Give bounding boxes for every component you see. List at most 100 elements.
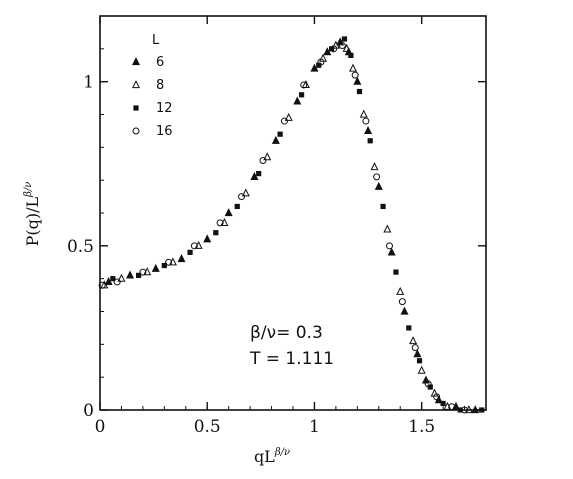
data-point-L6 xyxy=(126,270,135,279)
data-point-L8 xyxy=(430,388,439,397)
data-point-L6 xyxy=(471,405,480,414)
data-point-L16 xyxy=(300,81,308,89)
data-point-L12 xyxy=(298,92,305,98)
y-tick-label: 0 xyxy=(83,401,94,421)
data-point-L8 xyxy=(383,224,392,233)
x-tick-label: 1 xyxy=(309,417,320,437)
data-point-L16 xyxy=(165,258,173,266)
data-point-L6 xyxy=(177,254,186,263)
data-point-L8 xyxy=(319,53,328,62)
x-tick-label: 1.5 xyxy=(408,417,435,437)
data-point-L16 xyxy=(238,193,246,201)
y-tick-label: 0.5 xyxy=(67,237,94,257)
data-point-L12 xyxy=(161,262,167,269)
data-point-L12 xyxy=(341,36,348,42)
data-point-L12 xyxy=(136,272,142,278)
data-point-L12 xyxy=(367,138,373,144)
data-point-L12 xyxy=(380,203,386,210)
y-axis-title: P(q)/Lβ/ν xyxy=(23,182,42,247)
legend: L 6 8 12 16 xyxy=(131,33,173,139)
data-point-L8 xyxy=(331,40,340,49)
data-point-L16 xyxy=(113,278,121,286)
data-point-L6 xyxy=(400,306,409,315)
data-point-L12 xyxy=(393,269,399,275)
data-point-L6 xyxy=(293,96,302,105)
legend-label-L8: 8 xyxy=(156,78,164,93)
data-point-L16 xyxy=(317,58,325,66)
data-point-L6 xyxy=(336,37,345,46)
data-point-L12 xyxy=(110,276,116,282)
legend-label-L12: 12 xyxy=(156,101,173,116)
y-tick-label: 1 xyxy=(83,73,94,93)
legend-title: L xyxy=(152,33,160,48)
data-point-L16 xyxy=(424,380,432,388)
data-point-L16 xyxy=(461,406,469,414)
data-point-L6 xyxy=(387,247,396,256)
data-point-L12 xyxy=(406,325,412,331)
data-point-L16 xyxy=(338,42,346,50)
data-point-L8 xyxy=(263,152,272,161)
data-points xyxy=(98,36,485,414)
data-point-L6 xyxy=(421,375,430,384)
data-point-L16 xyxy=(373,173,381,181)
x-tick-label: 0.5 xyxy=(194,417,221,437)
annotation-beta-nu: β/ν= 0.3 xyxy=(250,323,323,343)
data-point-L16 xyxy=(398,298,406,306)
legend-label-L16: 16 xyxy=(156,124,173,139)
data-point-L12 xyxy=(457,407,463,413)
data-point-L8 xyxy=(349,63,358,72)
data-point-L16 xyxy=(98,281,106,289)
x-axis-ticks: 0 0.5 1 1.5 xyxy=(95,16,466,437)
x-tick-label: 0 xyxy=(95,417,106,437)
data-point-L8 xyxy=(396,286,405,295)
data-point-L6 xyxy=(310,63,319,72)
data-point-L6 xyxy=(203,234,212,243)
x-axis-title: qLβ/ν xyxy=(254,447,290,466)
annotation-temperature: T = 1.111 xyxy=(249,349,334,369)
data-point-L8 xyxy=(241,188,250,197)
data-point-L12 xyxy=(348,52,354,58)
y-axis-ticks: 00.51 xyxy=(67,48,486,421)
data-point-L6 xyxy=(353,76,362,85)
data-point-L12 xyxy=(213,230,219,236)
data-point-L6 xyxy=(104,277,113,286)
data-point-L6 xyxy=(271,135,280,144)
data-point-L16 xyxy=(259,156,267,164)
data-point-L16 xyxy=(362,117,370,125)
data-point-L12 xyxy=(316,62,322,68)
data-point-L8 xyxy=(284,112,293,121)
data-point-L8 xyxy=(417,365,426,374)
data-point-L6 xyxy=(374,181,383,190)
data-point-L16 xyxy=(216,219,224,227)
data-point-L8 xyxy=(117,273,126,282)
data-point-L6 xyxy=(413,349,422,358)
data-point-L6 xyxy=(250,171,259,180)
legend-marker-L6 xyxy=(131,57,141,66)
legend-marker-L16 xyxy=(132,127,140,135)
data-point-L16 xyxy=(433,393,441,401)
data-point-L12 xyxy=(440,400,446,407)
data-point-L6 xyxy=(224,208,233,217)
legend-marker-L8 xyxy=(131,80,141,89)
data-point-L16 xyxy=(330,45,338,53)
data-point-L16 xyxy=(386,242,393,250)
data-point-L16 xyxy=(280,117,288,125)
legend-label-L6: 6 xyxy=(156,55,164,70)
data-point-L8 xyxy=(342,43,351,52)
data-point-L12 xyxy=(427,384,433,390)
data-point-L6 xyxy=(323,47,332,56)
data-point-L16 xyxy=(139,268,147,276)
data-point-L12 xyxy=(356,88,363,95)
data-point-L16 xyxy=(351,71,359,79)
data-point-L12 xyxy=(234,203,240,210)
data-point-L12 xyxy=(416,358,423,364)
data-point-L12 xyxy=(329,46,335,52)
legend-marker-L12 xyxy=(133,105,139,111)
data-point-L6 xyxy=(151,263,160,272)
data-point-L12 xyxy=(187,249,193,255)
data-point-L6 xyxy=(364,125,373,135)
data-point-L16 xyxy=(448,403,456,411)
data-point-L16 xyxy=(411,344,419,352)
data-point-L12 xyxy=(277,131,283,137)
